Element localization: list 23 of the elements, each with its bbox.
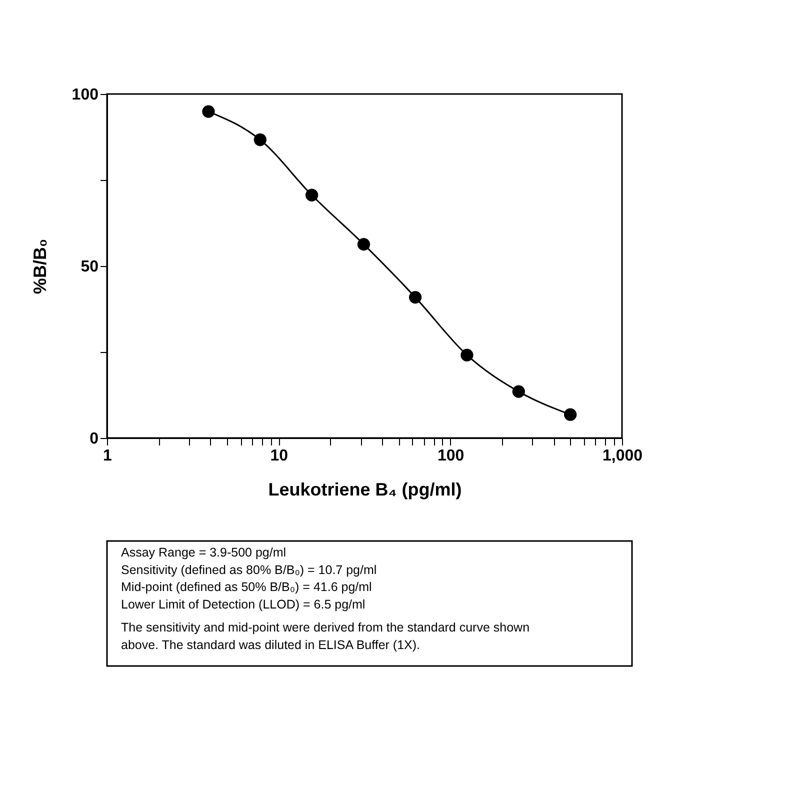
x-tick-label: 1 bbox=[103, 448, 112, 464]
text: The sensitivity and mid-point were derived from the standard curve shown bbox=[121, 620, 530, 635]
text: Lower Limit of Detection (LLOD) = 6.5 pg/ml bbox=[121, 597, 366, 612]
x-tick-label: 100 bbox=[437, 448, 464, 464]
point bbox=[357, 238, 370, 251]
x-axis-title: Leukotriene B₄ (pg/ml) bbox=[268, 480, 462, 500]
text: Sensitivity (defined as 80% B/B₀) = 10.7 pg/ml bbox=[121, 562, 377, 577]
y-axis-title: %B/B₀ bbox=[30, 238, 50, 294]
text: above. The standard was diluted in ELISA Buffer (1X). bbox=[121, 638, 420, 652]
y-tick-label: 50 bbox=[80, 258, 99, 276]
x-tick-label: 10 bbox=[270, 448, 288, 464]
x-tick-label: 1,000 bbox=[602, 448, 643, 464]
point bbox=[564, 408, 577, 421]
point bbox=[512, 385, 525, 398]
point bbox=[305, 188, 318, 202]
point bbox=[202, 105, 215, 118]
point bbox=[254, 133, 266, 146]
point bbox=[408, 290, 422, 304]
point bbox=[460, 348, 474, 362]
text: Assay Range = 3.9-500 pg/ml bbox=[121, 546, 286, 560]
text: Mid-point (defined as 50% B/B₀) = 41.6 pg/ml bbox=[121, 580, 372, 594]
y-tick-label: 100 bbox=[72, 86, 99, 104]
y-tick-label: 0 bbox=[90, 430, 99, 448]
